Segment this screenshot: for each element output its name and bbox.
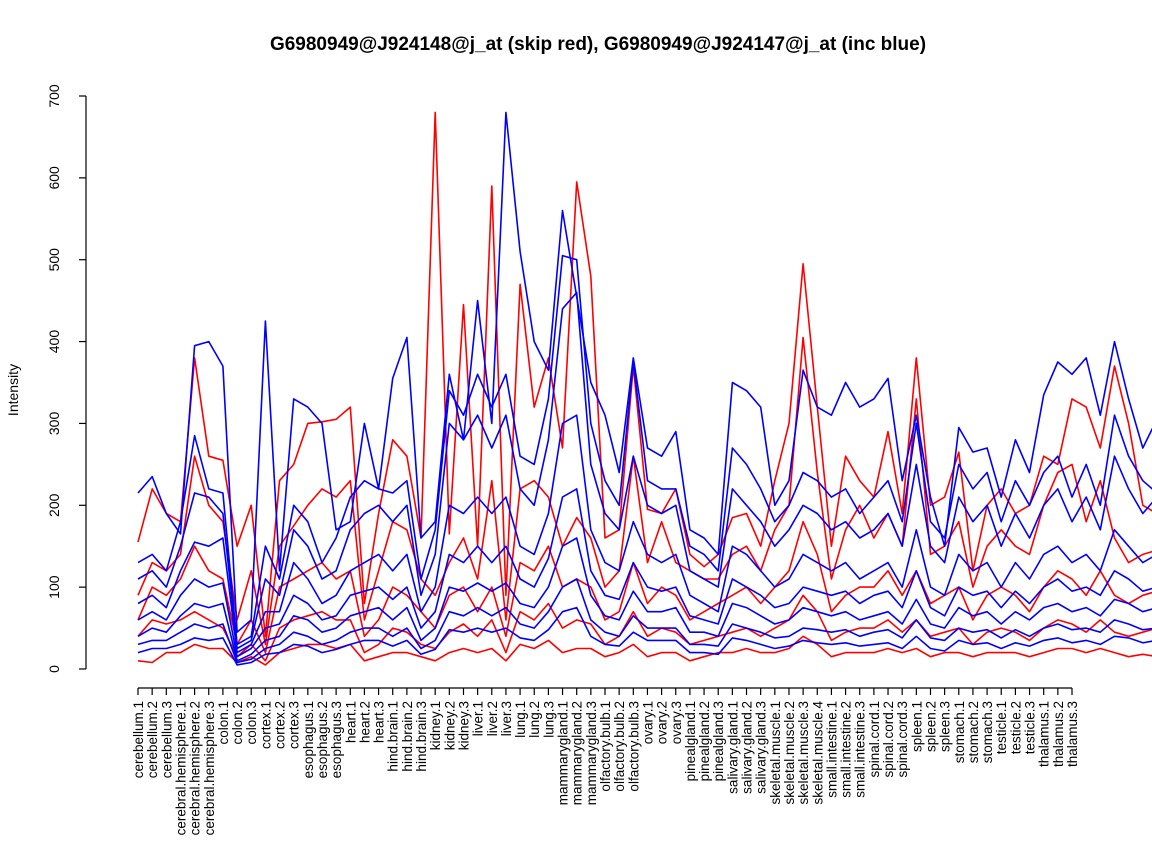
x-tick-label: small.intestine.3 bbox=[853, 701, 868, 798]
x-tick-label: salivary.gland.1 bbox=[725, 701, 740, 794]
x-tick-label: salivary.gland.2 bbox=[740, 701, 755, 794]
x-tick-label: esophagus.2 bbox=[315, 701, 330, 778]
x-tick-label: hind.brain.2 bbox=[400, 701, 415, 772]
x-tick-label: cortex.3 bbox=[287, 701, 302, 749]
x-tick-label: spinal.cord.1 bbox=[867, 701, 882, 778]
series-line-skip-3 bbox=[137, 520, 1152, 654]
x-tick-label: heart.2 bbox=[357, 701, 372, 743]
x-tick-label: testicle.1 bbox=[994, 701, 1009, 754]
x-tick-label: cerebellum.1 bbox=[131, 701, 146, 778]
x-tick-label: esophagus.1 bbox=[301, 701, 316, 778]
x-tick-label: heart.1 bbox=[343, 701, 358, 743]
x-tick-label: kidney.1 bbox=[428, 701, 443, 750]
x-tick-label: spinal.cord.3 bbox=[895, 701, 910, 778]
x-tick-label: cerebellum.2 bbox=[145, 701, 160, 778]
y-tick-label: 200 bbox=[46, 493, 62, 517]
x-tick-label: spinal.cord.2 bbox=[881, 701, 896, 778]
x-tick-label: colon.2 bbox=[230, 701, 245, 745]
x-tick-label: cerebral.hemisphere.3 bbox=[202, 701, 217, 835]
x-tick-label: skeletal.muscle.1 bbox=[768, 701, 783, 805]
x-tick-label: cortex.2 bbox=[273, 701, 288, 749]
y-axis-label: Intensity bbox=[5, 364, 21, 416]
x-tick-label: thalamus.3 bbox=[1065, 701, 1080, 767]
y-tick-label: 400 bbox=[46, 330, 62, 354]
x-tick-label: stomach.1 bbox=[952, 701, 967, 763]
x-tick-label: pinealgland.3 bbox=[711, 701, 726, 781]
x-tick-label: spleen.2 bbox=[923, 701, 938, 752]
series-line-skip-5 bbox=[137, 635, 1152, 666]
series-layer bbox=[137, 111, 1152, 666]
x-tick-label: ovary.1 bbox=[640, 701, 655, 744]
y-tick-label: 700 bbox=[46, 84, 62, 108]
series-line-inc-11 bbox=[137, 537, 1152, 662]
series-line-inc-13 bbox=[137, 606, 1152, 666]
series-line-skip-4 bbox=[137, 594, 1152, 662]
y-tick-label: 0 bbox=[46, 665, 62, 673]
x-tick-label: thalamus.1 bbox=[1037, 701, 1052, 767]
x-tick-label: kidney.2 bbox=[442, 701, 457, 750]
x-tick-label: kidney.3 bbox=[456, 701, 471, 750]
x-tick-label: olfactory.bulb.1 bbox=[598, 701, 613, 792]
series-line-inc-6 bbox=[137, 111, 1152, 634]
y-tick-label: 300 bbox=[46, 412, 62, 436]
x-tick-label: lung.1 bbox=[513, 701, 528, 738]
x-tick-label: small.intestine.1 bbox=[824, 701, 839, 798]
y-tick-label: 500 bbox=[46, 248, 62, 272]
x-tick-label: pinealgland.2 bbox=[697, 701, 712, 781]
x-tick-label: spleen.1 bbox=[909, 701, 924, 752]
x-tick-label: pinealgland.1 bbox=[683, 701, 698, 781]
y-axis: 0 100 200 300 400 500 600 700 bbox=[46, 84, 87, 673]
x-tick-label: esophagus.3 bbox=[329, 701, 344, 778]
series-line-inc-8 bbox=[137, 291, 1152, 650]
x-tick-label: testicle.2 bbox=[1008, 701, 1023, 754]
x-tick-label: lung.3 bbox=[541, 701, 556, 738]
y-tick-label: 100 bbox=[46, 575, 62, 599]
x-tick-label: mammarygland.3 bbox=[584, 701, 599, 805]
series-line-inc-10 bbox=[137, 488, 1152, 658]
x-tick-label: skeletal.muscle.3 bbox=[796, 701, 811, 805]
x-tick-label: colon.3 bbox=[244, 701, 259, 745]
x-tick-label: stomach.3 bbox=[980, 701, 995, 763]
y-tick-label: 600 bbox=[46, 166, 62, 190]
series-line-inc-9 bbox=[137, 414, 1152, 654]
x-tick-label: small.intestine.2 bbox=[839, 701, 854, 798]
x-tick-label: hind.brain.3 bbox=[414, 701, 429, 772]
x-tick-label: mammarygland.1 bbox=[556, 701, 571, 805]
x-tick-label: ovary.2 bbox=[655, 701, 670, 744]
x-tick-label: cortex.1 bbox=[258, 701, 273, 749]
x-tick-label: ovary.3 bbox=[669, 701, 684, 744]
x-tick-label: stomach.2 bbox=[966, 701, 981, 763]
x-tick-label: cerebellum.3 bbox=[159, 701, 174, 778]
x-tick-label: hind.brain.1 bbox=[386, 701, 401, 772]
x-tick-label: olfactory.bulb.3 bbox=[626, 701, 641, 792]
x-tick-label: cerebral.hemisphere.2 bbox=[188, 701, 203, 835]
x-tick-label: skeletal.muscle.4 bbox=[810, 701, 825, 805]
x-tick-label: olfactory.bulb.2 bbox=[612, 701, 627, 792]
x-tick-label: testicle.3 bbox=[1023, 701, 1038, 754]
x-tick-label: skeletal.muscle.2 bbox=[782, 701, 797, 805]
x-axis: cerebellum.1 cerebellum.2 cerebellum.3 cere… bbox=[131, 687, 1080, 835]
x-tick-label: colon.1 bbox=[216, 701, 231, 745]
x-tick-label: liver.1 bbox=[471, 701, 486, 736]
series-line-inc-12 bbox=[137, 578, 1152, 664]
x-tick-label: lung.2 bbox=[527, 701, 542, 738]
series-line-skip-2 bbox=[137, 336, 1152, 646]
x-tick-label: cerebral.hemisphere.1 bbox=[173, 701, 188, 835]
x-tick-label: liver.3 bbox=[499, 701, 514, 736]
x-tick-label: thalamus.2 bbox=[1051, 701, 1066, 767]
series-line-skip-1 bbox=[137, 111, 1152, 638]
x-tick-label: liver.2 bbox=[485, 701, 500, 736]
x-tick-label: salivary.gland.3 bbox=[754, 701, 769, 794]
x-tick-label: heart.3 bbox=[372, 701, 387, 743]
series-line-inc-7 bbox=[137, 254, 1152, 646]
chart-title: G6980949@J924148@j_at (skip red), G69809… bbox=[270, 34, 926, 55]
x-tick-label: mammarygland.2 bbox=[570, 701, 585, 805]
x-tick-label: spleen.3 bbox=[938, 701, 953, 752]
